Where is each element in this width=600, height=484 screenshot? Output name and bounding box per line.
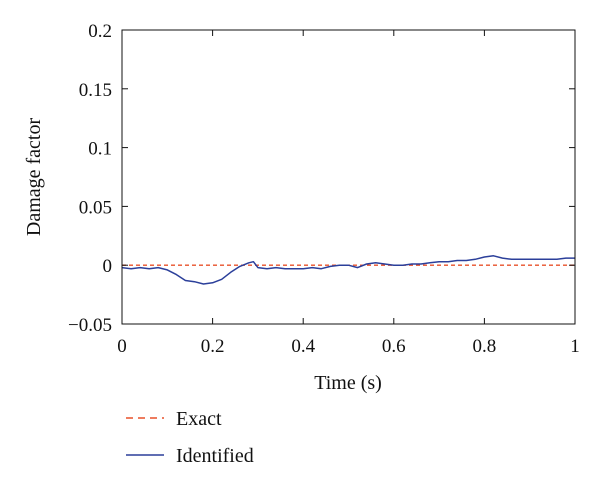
plot-lines xyxy=(121,255,575,285)
x-tick-label: 0.4 xyxy=(291,336,315,357)
plot-frame xyxy=(121,29,576,325)
x-tick-label: 0.8 xyxy=(473,336,497,357)
x-axis-label: Time (s) xyxy=(314,372,382,394)
y-tick-label: 0.1 xyxy=(88,139,112,160)
x-tick-label: 0.6 xyxy=(382,336,406,357)
legend-label-identified: Identified xyxy=(176,445,254,467)
x-tick-label: 1 xyxy=(570,336,580,357)
y-tick-label: 0.2 xyxy=(88,21,112,42)
y-tick-label: −0.05 xyxy=(68,315,112,336)
series-line-identified xyxy=(121,255,575,285)
axis-ticks xyxy=(121,29,576,325)
legend: Exact Identified xyxy=(126,408,254,467)
x-tick-label: 0 xyxy=(117,336,127,357)
y-tick-label: 0.15 xyxy=(79,80,112,101)
y-tick-label: 0 xyxy=(103,256,113,277)
legend-label-exact: Exact xyxy=(176,408,222,430)
y-tick-label: 0.05 xyxy=(79,197,112,218)
x-tick-label: 0.2 xyxy=(201,336,225,357)
y-axis-label: Damage factor xyxy=(23,118,45,237)
